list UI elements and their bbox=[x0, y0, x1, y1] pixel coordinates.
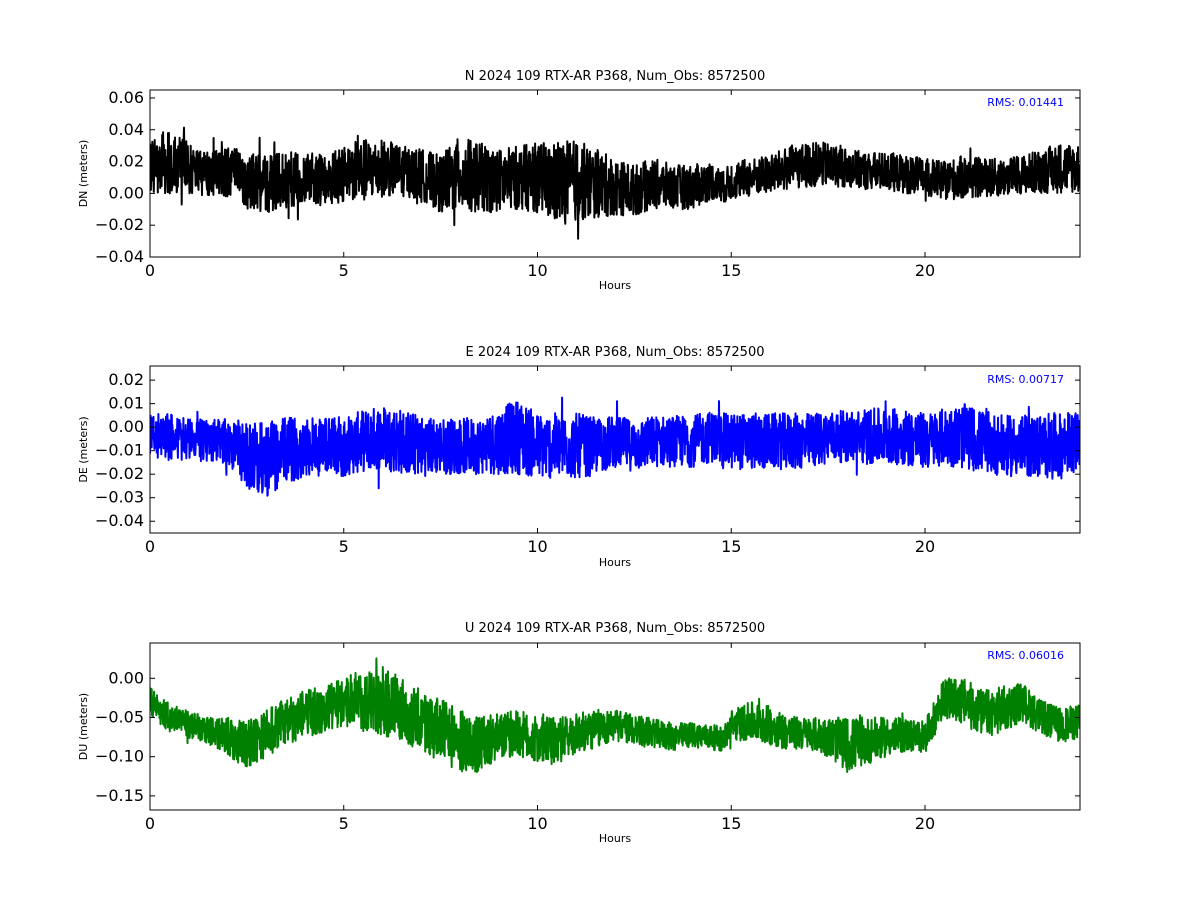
x-tick-label: 15 bbox=[721, 537, 741, 556]
data-series-line-0 bbox=[150, 657, 1080, 773]
plot-area bbox=[150, 126, 1080, 240]
x-tick-label: 0 bbox=[145, 814, 155, 833]
axes-frame bbox=[149, 642, 1081, 811]
x-tick-label: 20 bbox=[915, 537, 935, 556]
x-tick-label: 5 bbox=[339, 261, 349, 280]
y-axis: −0.15 −0.10 −0.05 0.00 bbox=[95, 668, 1080, 805]
x-axis: 0 5 10 15 20 bbox=[145, 643, 935, 833]
plot-area bbox=[150, 396, 1080, 497]
y-tick-label: −0.05 bbox=[95, 707, 144, 726]
axes-frame bbox=[149, 365, 1081, 534]
y-tick-label: −0.02 bbox=[95, 464, 144, 483]
rms-annotation: RMS: 0.01441 bbox=[987, 96, 1064, 109]
chart-title: U 2024 109 RTX-AR P368, Num_Obs: 8572500 bbox=[465, 621, 765, 636]
axes-frame bbox=[149, 89, 1081, 258]
x-axis: 0 5 10 15 20 bbox=[145, 366, 935, 556]
y-axis: −0.04 −0.02 0.00 0.02 0.04 0.06 bbox=[95, 88, 1080, 266]
chart-title: E 2024 109 RTX-AR P368, Num_Obs: 8572500 bbox=[466, 345, 765, 360]
x-tick-label: 10 bbox=[527, 814, 547, 833]
data-series-line-0 bbox=[150, 126, 1080, 240]
y-tick-label: 0.02 bbox=[108, 370, 144, 389]
y-axis: −0.04 −0.03 −0.02 −0.01 0.00 0.01 0.02 bbox=[95, 370, 1080, 530]
x-tick-label: 15 bbox=[721, 261, 741, 280]
rms-annotation: RMS: 0.06016 bbox=[987, 649, 1064, 662]
x-tick-label: 0 bbox=[145, 261, 155, 280]
x-tick-label: 5 bbox=[339, 814, 349, 833]
x-tick-label: 0 bbox=[145, 537, 155, 556]
y-tick-label: −0.04 bbox=[95, 511, 144, 530]
y-tick-label: 0.02 bbox=[108, 152, 144, 171]
x-tick-label: 15 bbox=[721, 814, 741, 833]
y-tick-label: −0.03 bbox=[95, 488, 144, 507]
y-axis-label: DU (meters) bbox=[77, 693, 90, 760]
y-tick-label: 0.06 bbox=[108, 88, 144, 107]
y-tick-label: −0.04 bbox=[95, 247, 144, 266]
x-tick-label: 10 bbox=[527, 537, 547, 556]
chart-panel-up: U 2024 109 RTX-AR P368, Num_Obs: 8572500… bbox=[77, 621, 1081, 845]
y-tick-label: −0.10 bbox=[95, 747, 144, 766]
plot-area bbox=[150, 657, 1080, 773]
y-tick-label: 0.00 bbox=[108, 417, 144, 436]
y-tick-label: 0.00 bbox=[108, 668, 144, 687]
chart-title: N 2024 109 RTX-AR P368, Num_Obs: 8572500 bbox=[465, 69, 765, 84]
x-tick-label: 20 bbox=[915, 814, 935, 833]
x-axis: 0 5 10 15 20 bbox=[145, 90, 935, 280]
y-tick-label: 0.01 bbox=[108, 394, 144, 413]
x-axis-label: Hours bbox=[599, 279, 631, 292]
y-axis-label: DN (meters) bbox=[77, 140, 90, 208]
chart-panel-north: N 2024 109 RTX-AR P368, Num_Obs: 8572500… bbox=[77, 69, 1081, 292]
x-tick-label: 20 bbox=[915, 261, 935, 280]
chart-panel-east: E 2024 109 RTX-AR P368, Num_Obs: 8572500… bbox=[77, 345, 1081, 569]
x-tick-label: 10 bbox=[527, 261, 547, 280]
y-tick-label: −0.01 bbox=[95, 441, 144, 460]
x-tick-label: 5 bbox=[339, 537, 349, 556]
y-axis-label: DE (meters) bbox=[77, 416, 90, 482]
data-series-line-0 bbox=[150, 396, 1080, 497]
x-axis-label: Hours bbox=[599, 556, 631, 569]
x-axis-label: Hours bbox=[599, 832, 631, 845]
y-tick-label: 0.04 bbox=[108, 120, 144, 139]
y-tick-label: −0.02 bbox=[95, 215, 144, 234]
y-tick-label: 0.00 bbox=[108, 183, 144, 202]
rms-annotation: RMS: 0.00717 bbox=[987, 373, 1064, 386]
y-tick-label: −0.15 bbox=[95, 786, 144, 805]
